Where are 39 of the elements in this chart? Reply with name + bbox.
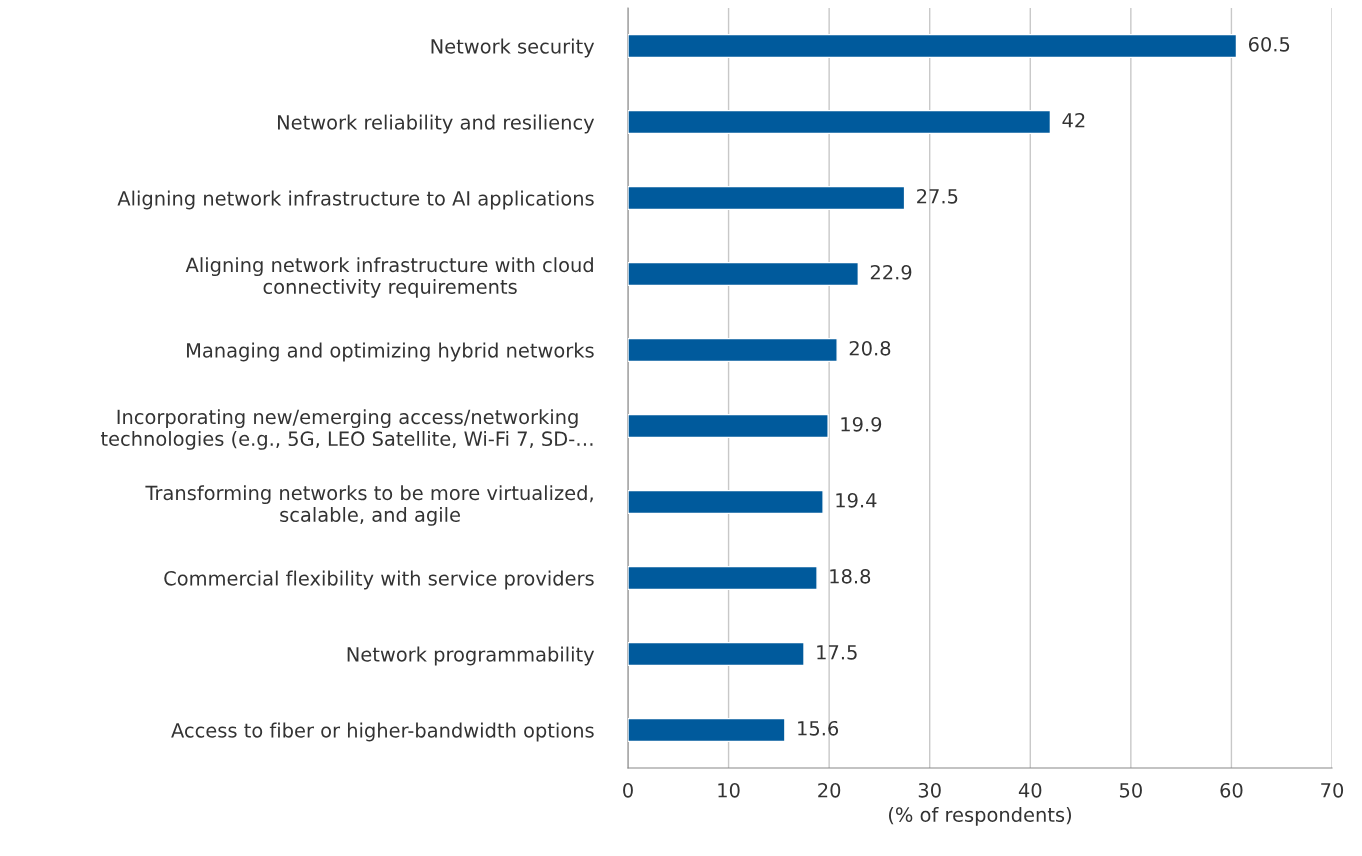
y-tick-label: Transforming networks to be more virtualized, scalable, and agile bbox=[145, 485, 593, 526]
data-label: 27.5 bbox=[917, 188, 958, 204]
x-axis-title: (% of respondents) bbox=[889, 806, 1071, 826]
bar bbox=[628, 337, 838, 363]
x-tick-label: 60 bbox=[1220, 782, 1243, 798]
bar bbox=[628, 261, 860, 287]
bar bbox=[628, 565, 818, 591]
bar bbox=[628, 641, 805, 667]
y-tick-label: Aligning network infrastructure with cloud connectivity requirements bbox=[185, 257, 593, 298]
bar bbox=[628, 413, 829, 439]
y-tick-label: Network programmability bbox=[347, 646, 595, 666]
bar bbox=[628, 109, 1052, 135]
x-tick-label: 30 bbox=[918, 782, 941, 798]
bar bbox=[628, 185, 906, 211]
data-label: 22.9 bbox=[870, 264, 912, 280]
x-tick-label: 50 bbox=[1119, 782, 1142, 798]
data-label: 19.9 bbox=[841, 416, 882, 432]
data-label: 42 bbox=[1062, 112, 1085, 128]
y-tick-label: Access to fiber or higher-bandwidth options bbox=[171, 722, 594, 742]
x-tick-label: 10 bbox=[718, 782, 740, 798]
x-tick-label: 20 bbox=[818, 782, 841, 798]
y-tick-label: Managing and optimizing hybrid networks bbox=[187, 342, 594, 362]
data-label: 15.6 bbox=[798, 720, 839, 736]
x-tick-label: 40 bbox=[1018, 782, 1042, 798]
x-tick-label: 0 bbox=[623, 782, 633, 798]
data-label: 19.4 bbox=[836, 492, 877, 508]
data-label: 20.8 bbox=[849, 340, 891, 356]
y-tick-label: Incorporating new/emerging access/networking technologies (e.g., 5G, LEO Satellite, Wi-Fi 7, SD-… bbox=[100, 409, 593, 450]
data-label: 60.5 bbox=[1248, 36, 1290, 52]
y-tick-label: Network reliability and resiliency bbox=[278, 114, 595, 134]
y-tick-label: Network security bbox=[431, 38, 595, 58]
bar bbox=[628, 717, 786, 743]
x-tick-label: 70 bbox=[1321, 782, 1344, 798]
y-tick-label: Commercial flexibility with service providers bbox=[164, 570, 594, 590]
bar bbox=[628, 489, 824, 515]
bar bbox=[628, 33, 1238, 59]
y-tick-label: Aligning network infrastructure to AI applications bbox=[117, 190, 594, 210]
data-label: 17.5 bbox=[817, 645, 857, 660]
data-label: 18.8 bbox=[830, 568, 871, 584]
